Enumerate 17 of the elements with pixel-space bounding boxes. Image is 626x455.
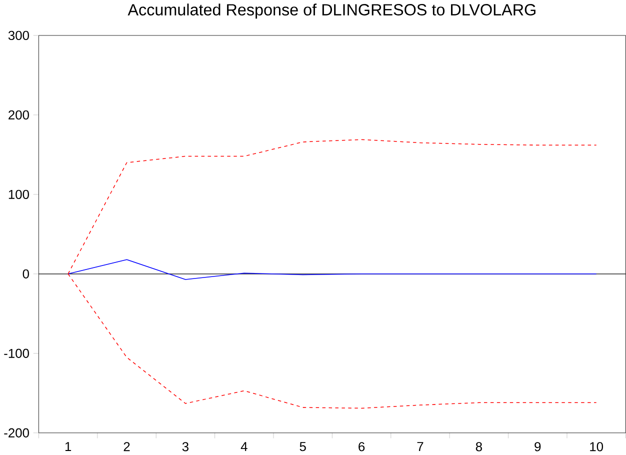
y-tick-label: 300 [8, 30, 30, 40]
y-tick-label: 200 [8, 110, 30, 120]
x-tick-label: 10 [590, 442, 604, 452]
chart-title: Accumulated Response of DLINGRESOS to DLVOLARG [128, 4, 536, 19]
x-tick-label: 1 [65, 442, 72, 452]
y-tick-label: 0 [22, 269, 30, 279]
x-tick-label: 9 [534, 442, 541, 452]
y-tick-label: 100 [8, 190, 30, 200]
x-tick-label: 3 [182, 442, 188, 452]
x-tick-label: 5 [300, 442, 306, 452]
x-tick-label: 6 [358, 442, 365, 452]
y-tick-label: -100 [4, 348, 30, 358]
x-tick-label: 7 [417, 442, 424, 452]
x-tick-label: 4 [240, 442, 248, 452]
x-tick-label: 8 [476, 442, 482, 452]
x-tick-label: 2 [124, 442, 130, 452]
y-tick-label: -200 [4, 428, 30, 438]
